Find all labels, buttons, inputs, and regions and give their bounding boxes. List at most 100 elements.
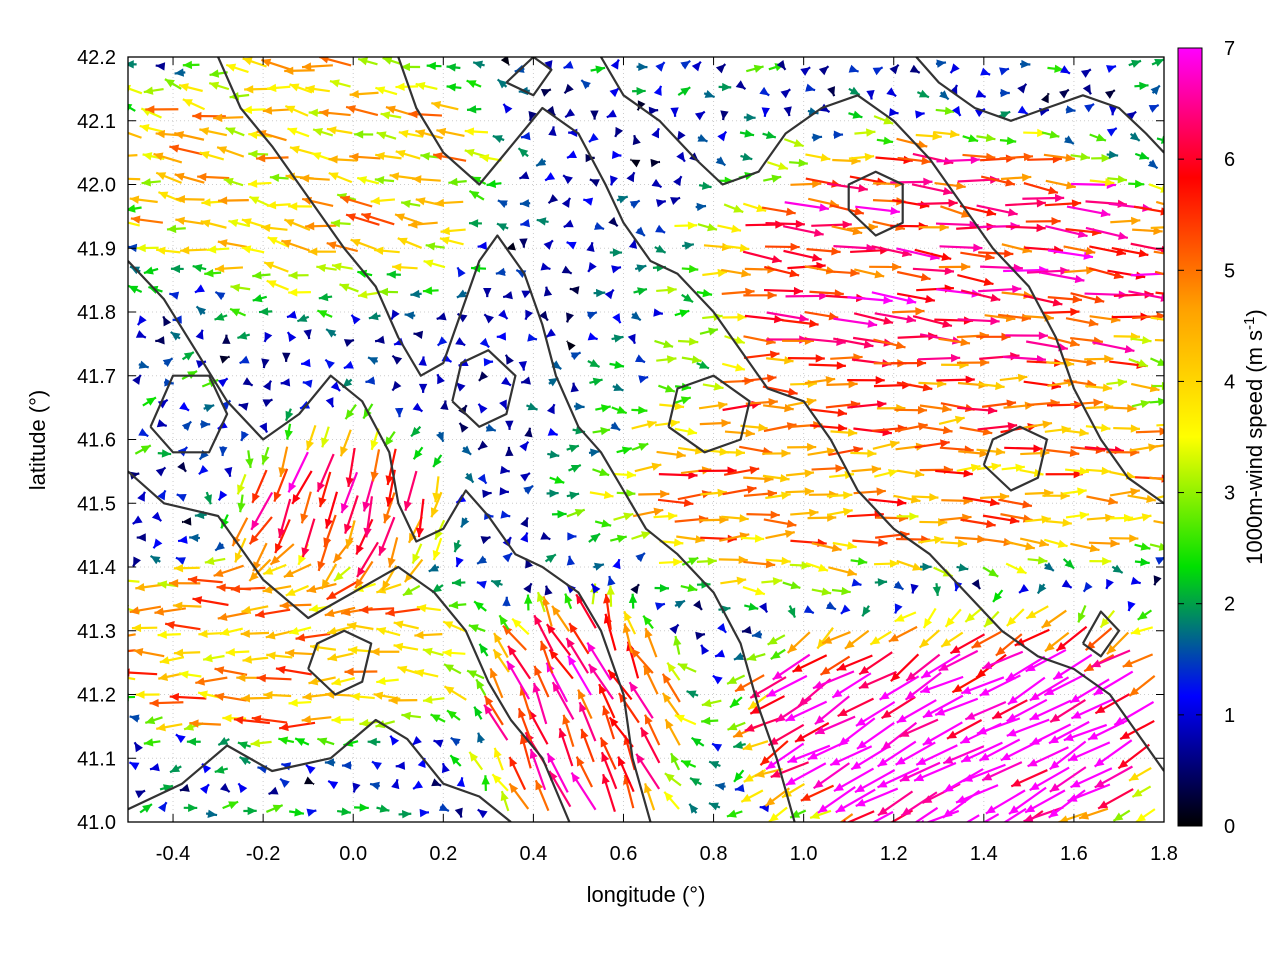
- wind-arrow: [722, 485, 757, 496]
- wind-arrow: [956, 563, 969, 572]
- wind-arrow: [546, 752, 569, 793]
- y-tick-label: 41.1: [77, 748, 116, 770]
- wind-arrow: [1029, 699, 1072, 721]
- wind-arrow: [734, 783, 745, 793]
- wind-arrow: [724, 335, 746, 345]
- wind-arrow: [411, 543, 423, 565]
- wind-arrow: [1005, 223, 1046, 233]
- wind-arrow: [570, 382, 579, 393]
- wind-arrow: [479, 153, 502, 163]
- wind-arrow: [962, 763, 1006, 783]
- wind-arrow: [308, 676, 336, 686]
- wind-arrow: [952, 105, 962, 117]
- wind-arrow: [284, 408, 294, 422]
- wind-arrow: [128, 84, 143, 95]
- wind-arrow: [318, 57, 352, 67]
- wind-arrow: [763, 518, 797, 528]
- wind-arrow: [305, 764, 316, 775]
- wind-arrow: [761, 206, 796, 216]
- wind-arrow: [896, 292, 936, 304]
- wind-arrow: [633, 287, 648, 296]
- wind-arrow: [173, 563, 200, 573]
- wind-arrow: [473, 706, 483, 720]
- wind-arrow: [431, 101, 459, 111]
- x-tick-label: 1.6: [1060, 843, 1088, 865]
- wind-arrow: [1027, 746, 1069, 768]
- wind-arrow: [308, 247, 336, 256]
- wind-arrow: [130, 215, 164, 224]
- wind-arrow: [498, 309, 509, 320]
- wind-arrow: [616, 446, 633, 455]
- wind-arrow: [858, 651, 893, 676]
- wind-arrow: [548, 126, 557, 136]
- wind-arrow: [182, 98, 206, 111]
- wind-arrow: [563, 83, 574, 95]
- wind-arrow: [632, 134, 641, 146]
- wind-arrow: [374, 246, 400, 255]
- wind-arrow: [371, 760, 382, 770]
- wind-arrow: [733, 652, 745, 661]
- wind-arrow: [416, 604, 441, 613]
- wind-arrow: [464, 127, 489, 136]
- wind-arrow: [611, 265, 622, 274]
- wind-arrow: [1063, 135, 1075, 145]
- wind-arrow: [899, 761, 941, 783]
- wind-arrow: [418, 356, 427, 366]
- wind-arrow: [693, 600, 703, 611]
- colorbar-label-main: 1000m-wind speed (m s: [1242, 330, 1267, 565]
- wind-arrow: [1117, 743, 1150, 770]
- wind-arrow: [352, 782, 361, 793]
- wind-arrow: [634, 264, 647, 273]
- wind-arrow: [279, 601, 312, 610]
- wind-arrow: [681, 264, 699, 274]
- wind-arrow: [1045, 469, 1083, 479]
- wind-arrow: [155, 336, 165, 345]
- wind-arrow: [169, 144, 203, 156]
- wind-arrow: [787, 605, 796, 618]
- wind-arrow: [696, 557, 717, 566]
- wind-arrow: [634, 462, 662, 473]
- wind-arrow: [881, 695, 916, 720]
- wind-arrow: [242, 57, 267, 68]
- wind-arrow: [395, 149, 421, 160]
- wind-arrow: [866, 89, 875, 100]
- wind-arrow: [879, 675, 920, 701]
- wind-arrow: [818, 65, 830, 76]
- wind-arrow: [563, 60, 574, 69]
- wind-arrow: [340, 471, 359, 514]
- wind-arrow: [135, 690, 160, 699]
- wind-arrow: [216, 146, 245, 158]
- wind-arrow: [1134, 542, 1151, 551]
- wind-arrow: [374, 176, 395, 185]
- wind-arrow: [566, 444, 580, 453]
- wind-arrow: [787, 744, 831, 764]
- wind-arrow: [291, 470, 313, 505]
- wind-arrow: [414, 630, 443, 640]
- wind-arrow: [524, 309, 533, 321]
- wind-arrow: [717, 623, 727, 634]
- wind-arrow: [982, 813, 1000, 822]
- wind-arrow: [697, 133, 708, 143]
- wind-arrow: [197, 172, 230, 182]
- wind-arrow: [533, 665, 550, 698]
- wind-arrow: [651, 127, 660, 139]
- wind-arrow: [1070, 398, 1103, 407]
- wind-arrow: [402, 584, 421, 597]
- wind-arrow: [477, 440, 488, 451]
- wind-arrow: [326, 580, 359, 601]
- wind-arrow: [217, 239, 248, 248]
- wind-arrow: [855, 701, 896, 727]
- colorbar-scale: [1177, 47, 1203, 827]
- wind-arrow: [331, 715, 354, 725]
- wind-arrow: [1041, 609, 1067, 629]
- wind-arrow: [1060, 65, 1071, 75]
- wind-arrow: [241, 218, 266, 229]
- wind-arrow: [629, 158, 641, 168]
- wind-arrow: [770, 648, 786, 660]
- wind-arrow: [453, 539, 462, 553]
- wind-arrow: [808, 361, 846, 370]
- wind-arrow: [922, 607, 937, 629]
- wind-arrow: [1135, 808, 1156, 822]
- wind-arrow: [543, 286, 553, 297]
- wind-arrow: [159, 656, 185, 665]
